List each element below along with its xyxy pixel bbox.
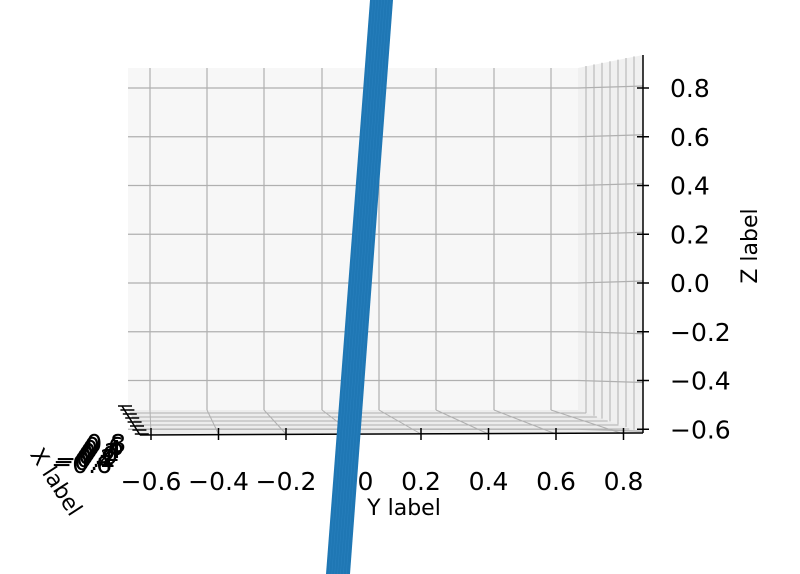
x-ticks: 0.80.60.40.20.0−0.2−0.4−0.6	[51, 405, 149, 479]
y-tick-label-5: 0.4	[469, 467, 509, 496]
floor-grid-line-5	[435, 409, 489, 435]
y-tick-label-2: −0.2	[256, 467, 317, 496]
y-ticks: −0.6−0.4−0.20.00.20.40.60.8	[121, 428, 644, 496]
x-tick-label-3: 0.2	[80, 438, 120, 467]
floor-grid-line-6	[493, 409, 557, 435]
surface-edge-line-1	[328, 0, 374, 574]
z-tick-label-4: 0.0	[670, 269, 710, 298]
surface-edge-line-2	[331, 0, 377, 574]
surface-edge-line-5	[340, 0, 385, 574]
x-tick-label-7: −0.6	[51, 450, 112, 479]
floor-grid-line-2	[263, 409, 287, 435]
surface-edge-line-6	[343, 0, 388, 574]
z-tick-label-5: −0.2	[670, 318, 731, 347]
surface-edge-line-7	[346, 0, 391, 574]
y-tick-label-0: −0.6	[121, 467, 182, 496]
floor-grid-line-7	[550, 409, 624, 435]
y-tick-label-1: −0.4	[188, 467, 249, 496]
y-tick-label-7: 0.8	[604, 467, 644, 496]
surface-series	[326, 0, 393, 574]
side-grid-line-z-7	[577, 428, 644, 432]
y-axis-line	[139, 432, 644, 436]
surface-edge-line-3	[334, 0, 379, 574]
x-tick-label-0: 0.8	[86, 429, 126, 458]
floor-grid-line-4	[378, 409, 422, 435]
x-tick-label-1: 0.6	[84, 432, 124, 461]
z-tick-label-7: −0.6	[670, 415, 731, 444]
x-tick-label-4: 0.0	[78, 441, 118, 470]
z-tick-label-6: −0.4	[670, 367, 731, 396]
z-tick-label-0: 0.8	[670, 74, 710, 103]
y-axis-label: Y label	[366, 496, 441, 521]
z-tick-label-1: 0.6	[670, 123, 710, 152]
surface-edge-line-4	[337, 0, 382, 574]
z-tick-label-3: 0.2	[670, 220, 710, 249]
x-tick-label-2: 0.4	[82, 435, 122, 464]
floor-grid-line-1	[206, 409, 219, 435]
x-tick-label-5: −0.2	[55, 444, 116, 473]
x-tick-label-6: −0.4	[53, 447, 114, 476]
z-tick-label-2: 0.4	[670, 172, 710, 201]
y-tick-label-6: 0.6	[536, 467, 576, 496]
y-tick-label-4: 0.2	[401, 467, 441, 496]
z-ticks: 0.8 0.6 0.4 0.2 0.0 −0.2 −0.4 −0.6	[637, 74, 731, 444]
z-axis-label: Z label	[738, 208, 763, 283]
